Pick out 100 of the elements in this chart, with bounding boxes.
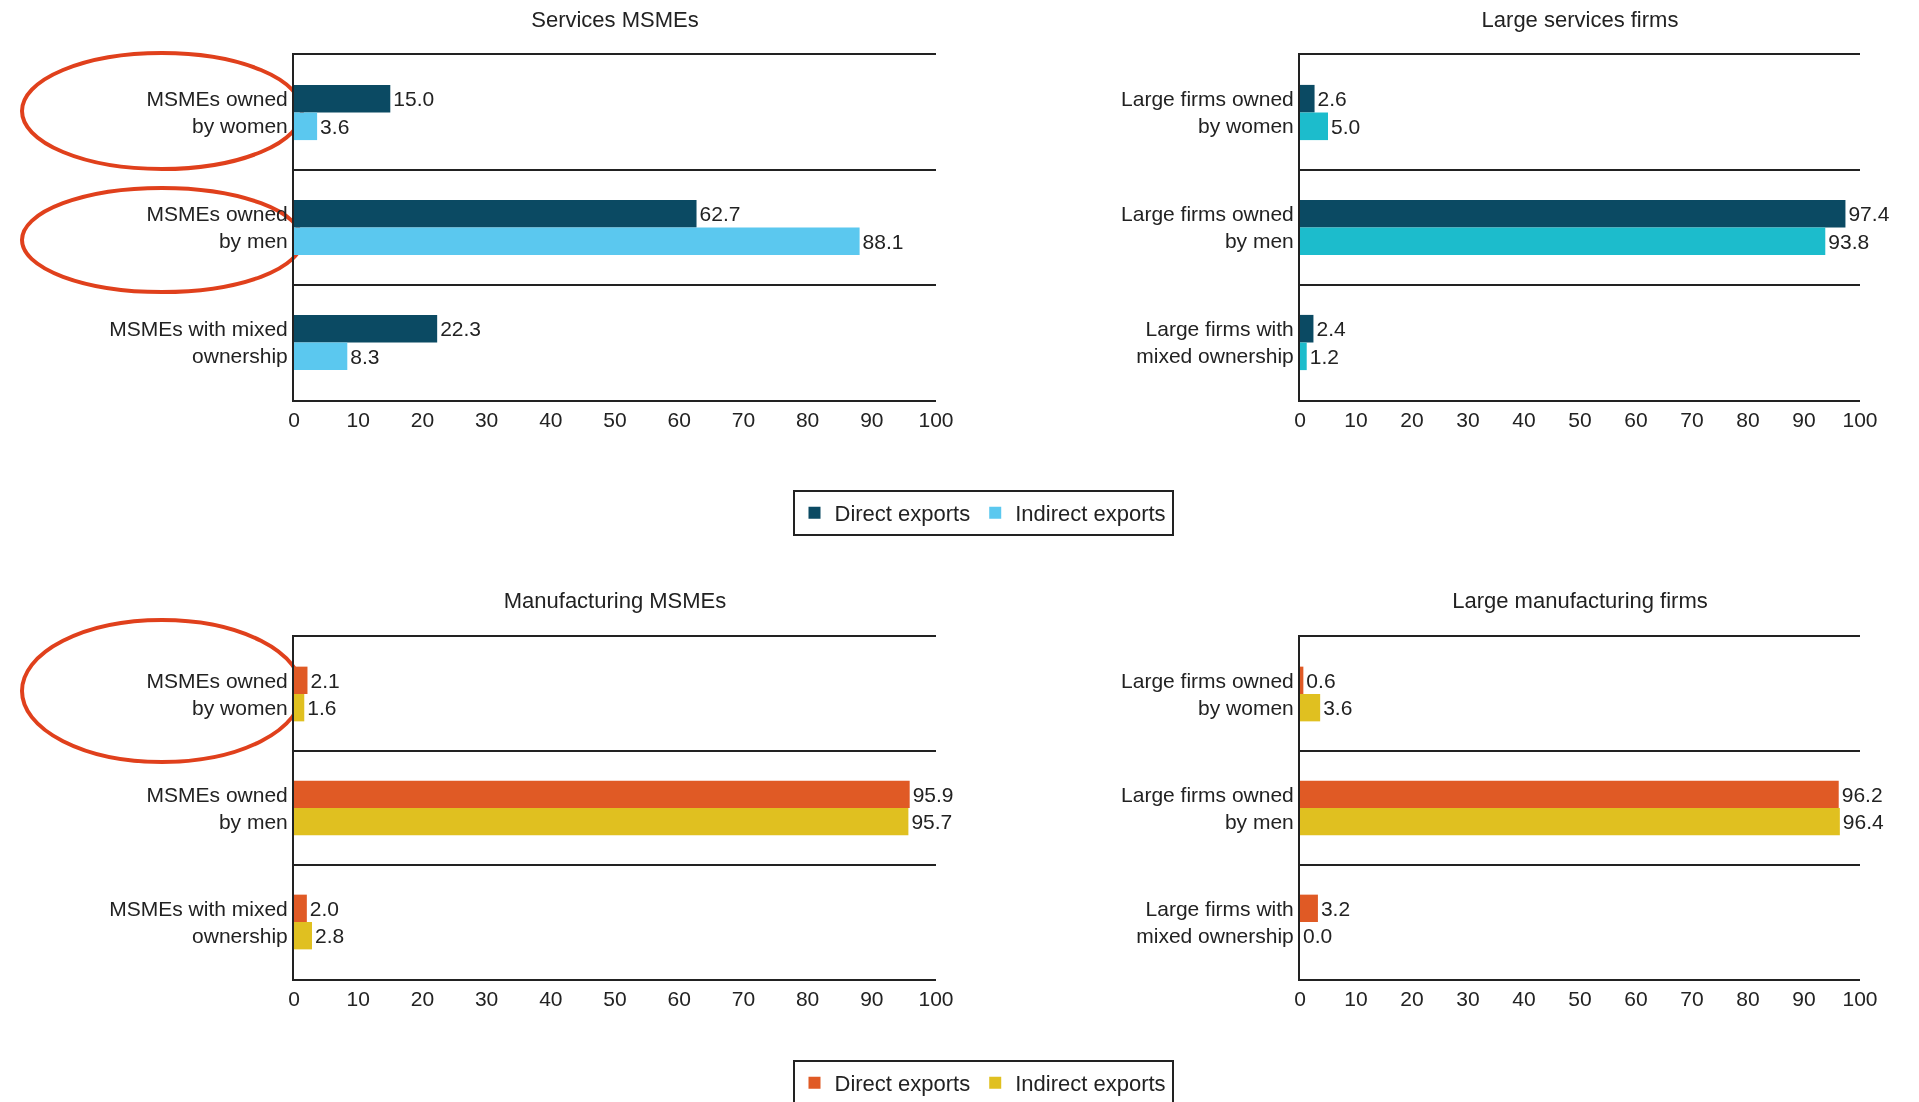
bar [294,112,318,141]
x-tick-label: 30 [1456,987,1480,1011]
x-tick-label: 0 [288,987,300,1011]
bar [1300,808,1840,836]
data-label: 88.1 [862,229,904,253]
data-label: 2.4 [1316,317,1346,341]
bar [294,227,860,256]
x-tick-label: 50 [1568,408,1592,432]
y-tick-label: MSMEs owned by women [146,668,288,719]
data-label: 3.6 [1323,696,1353,720]
x-tick-label: 20 [410,987,435,1011]
data-label: 96.4 [1842,810,1885,834]
x-tick-label: 0 [1294,408,1306,432]
y-tick-label: MSMEs with mixed ownership [109,317,288,368]
bar [294,894,307,922]
y-tick-label: Large firms owned by women [1121,87,1294,138]
x-tick-label: 30 [1456,408,1480,432]
x-tick-label: 30 [474,408,499,432]
y-tick-label: Large firms with mixed ownership [1136,896,1294,947]
bar [294,922,312,950]
bar [1300,199,1846,228]
x-tick-label: 70 [1680,408,1704,432]
bar [1300,314,1314,343]
chart-title: Large manufacturing firms [1452,588,1708,614]
bar [294,808,909,836]
chart-title: Services MSMEs [531,7,699,33]
bar [294,694,305,722]
x-tick-label: 60 [1624,408,1648,432]
legend-label: Direct exports [834,1071,971,1097]
data-label: 95.7 [911,810,953,834]
bar [294,342,348,371]
legend-label: Direct exports [834,501,971,527]
x-tick-label: 60 [1624,987,1648,1011]
data-label: 5.0 [1331,114,1361,138]
data-label: 2.0 [309,896,340,920]
data-label: 1.6 [307,696,337,720]
x-tick-label: 50 [1568,987,1592,1011]
data-label: 95.9 [912,782,954,806]
x-tick-label: 70 [731,987,756,1011]
data-label: 3.6 [320,114,350,138]
bar [1300,342,1307,371]
bar [1300,780,1839,808]
data-label: 8.3 [350,344,380,368]
bar [1300,694,1321,722]
y-tick-label: MSMEs owned by men [146,782,288,833]
y-tick-label: MSMEs owned by women [146,87,288,138]
data-label: 2.8 [314,924,345,948]
legend-label: Indirect exports [1015,1071,1166,1097]
chart-title: Manufacturing MSMEs [503,588,727,614]
data-label: 62.7 [699,202,741,226]
data-label: 22.3 [440,317,482,341]
x-tick-label: 90 [860,408,884,432]
y-tick-label: Large firms owned by men [1121,782,1294,833]
y-tick-label: Large firms owned by women [1121,668,1294,719]
x-tick-label: 100 [1842,987,1878,1011]
x-tick-label: 10 [1344,987,1368,1011]
x-tick-label: 60 [667,408,691,432]
x-tick-label: 100 [918,987,954,1011]
bar [1300,112,1328,141]
bar [294,84,391,113]
bar [1300,84,1315,113]
bar [294,314,438,343]
x-tick-label: 30 [474,987,499,1011]
bar [1300,894,1318,922]
x-tick-label: 50 [603,408,627,432]
data-label: 15.0 [393,87,435,111]
x-tick-label: 10 [346,987,370,1011]
bar [294,199,697,228]
data-label: 2.6 [1317,87,1347,111]
y-tick-label: Large firms with mixed ownership [1136,317,1294,368]
x-tick-label: 0 [1294,987,1306,1011]
x-tick-label: 80 [795,987,820,1011]
bar [1300,227,1826,256]
bar [294,780,910,808]
x-tick-label: 100 [918,408,954,432]
x-tick-label: 70 [1680,987,1704,1011]
x-tick-label: 20 [1400,987,1424,1011]
y-tick-label: MSMEs with mixed ownership [109,896,288,947]
x-tick-label: 10 [346,408,370,432]
data-label: 96.2 [1841,782,1883,806]
legend-label: Indirect exports [1015,501,1166,527]
x-tick-label: 80 [1736,987,1760,1011]
x-tick-label: 90 [1792,408,1816,432]
x-tick-label: 40 [1512,987,1536,1011]
x-tick-label: 100 [1842,408,1878,432]
x-tick-label: 10 [1344,408,1368,432]
y-tick-label: Large firms owned by men [1121,202,1294,253]
x-tick-label: 70 [731,408,756,432]
x-tick-label: 90 [860,987,884,1011]
x-tick-label: 50 [603,987,627,1011]
x-tick-label: 80 [1736,408,1760,432]
x-tick-label: 80 [795,408,820,432]
chart-title: Large services firms [1481,7,1679,33]
data-label: 3.2 [1320,896,1351,920]
data-label: 0.6 [1306,668,1336,692]
x-tick-label: 40 [1512,408,1536,432]
data-label: 93.8 [1828,229,1870,253]
data-label: 2.1 [310,668,340,692]
data-label: 0.0 [1303,924,1333,948]
x-tick-label: 40 [539,987,563,1011]
